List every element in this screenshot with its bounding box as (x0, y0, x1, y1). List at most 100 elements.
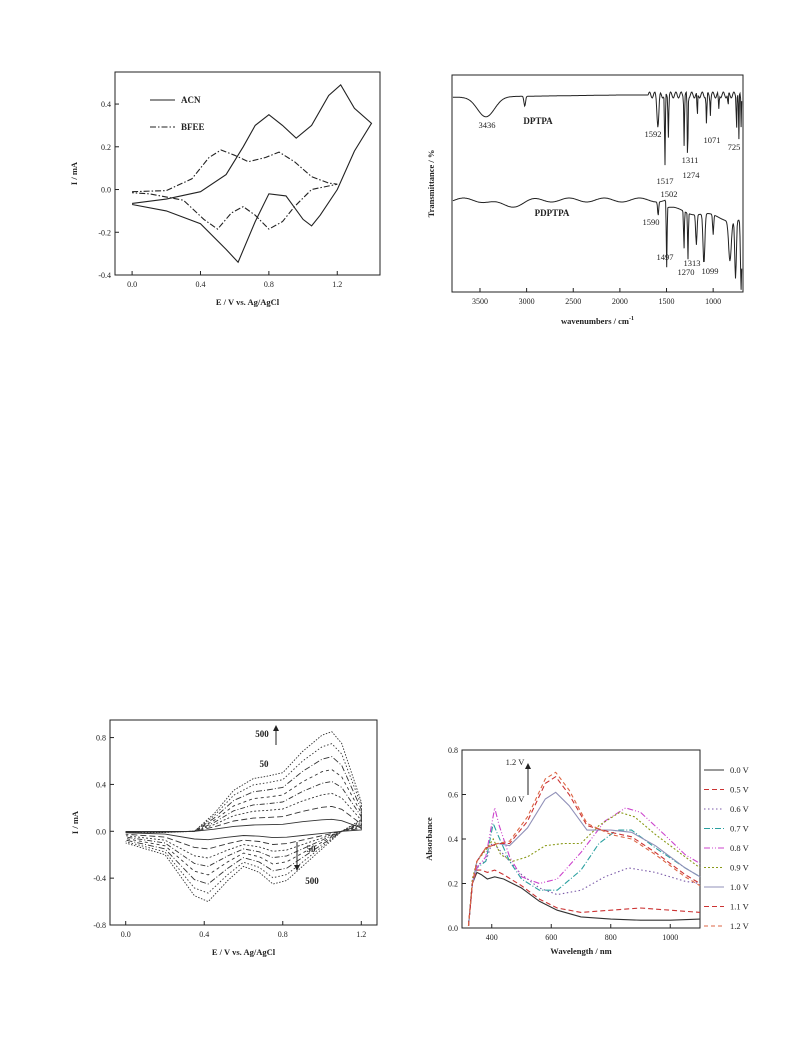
chart3-y-axis-label: I / mA (70, 810, 80, 834)
chart3-frame (109, 719, 378, 926)
chart4-x-tick-label: 1000 (662, 933, 678, 942)
chart1-series-bfee-line (132, 149, 338, 230)
chart3-y-tick-label: -0.8 (93, 921, 106, 930)
chart2-series-dptpa-line (452, 90, 743, 166)
chart4-series-line (467, 871, 701, 926)
chart2-series-pdptpa-line (452, 197, 743, 290)
chart4-legend-label: 0.0 V (730, 765, 750, 775)
chart1-y-tick-label: 0.2 (101, 143, 111, 152)
chart3-scan-curve (125, 731, 362, 903)
chart2-series-label-pdptpa: PDPTPA (535, 208, 570, 218)
chart2-x-tick-label: 2000 (612, 297, 628, 306)
chart3-scan-curve (125, 743, 362, 894)
chart3-scan-curve (125, 769, 362, 876)
chart4-legend-label: 0.6 V (730, 804, 750, 814)
chart2-peak-label-dptpa: 725 (728, 142, 741, 152)
chart4-legend-label: 1.0 V (730, 882, 750, 892)
chart4-x-tick-label: 600 (545, 933, 557, 942)
chart4-x-tick-label: 400 (486, 933, 498, 942)
chart4-series-line (467, 771, 701, 926)
chart4-y-tick-label: 0.2 (448, 880, 458, 889)
chart1-x-tick-label: 0.4 (195, 280, 205, 289)
chart3-scan-curve (125, 756, 362, 885)
chart4-series-line (467, 869, 701, 926)
chart2-x-tick-label: 1000 (705, 297, 721, 306)
chart4-x-axis-label: Wavelength / nm (550, 946, 611, 956)
chart2-peak-label-dptpa: 1311 (682, 155, 699, 165)
chart4-legend-label: 0.9 V (730, 863, 750, 873)
chart1-y-tick-label: -0.2 (98, 228, 111, 237)
chart4-annotation-bottom: 0.0 V (506, 794, 526, 804)
chart1-y-tick-label: -0.4 (98, 271, 111, 280)
chart2-y-axis-label: Transmittance / % (426, 150, 436, 218)
chart2-peak-label-dptpa: 3436 (479, 120, 496, 130)
chart3-y-tick-label: -0.4 (93, 874, 106, 883)
chart3-y-tick-label: 0.0 (96, 827, 106, 836)
chart1-x-axis-label: E / V vs. Ag/AgCl (216, 297, 280, 307)
chart2-frame (451, 74, 744, 293)
chart3-x-axis-label: E / V vs. Ag/AgCl (212, 947, 276, 957)
chart3-y-tick-label: 0.8 (96, 734, 106, 743)
chart4-legend-label: 0.5 V (730, 785, 750, 795)
chart4-annotation-top: 1.2 V (506, 757, 526, 767)
chart2-peak-label-pdptpa: 1313 (684, 258, 701, 268)
chart1-legend-label: BFEE (181, 122, 205, 132)
chart3-scan-curve (125, 805, 362, 850)
chart3-annotation-top-min: 50 (260, 759, 270, 769)
chart1-legend-label: ACN (181, 95, 201, 105)
chart2-x-tick-label: 1500 (659, 297, 675, 306)
chart3-x-tick-label: 0.8 (278, 930, 288, 939)
chart4-series-line (467, 842, 701, 926)
chart4-y-axis-label: Absorbance (424, 817, 434, 861)
chart2-x-tick-label: 3000 (519, 297, 535, 306)
chart2-x-axis-label-text: wavenumbers / cm (561, 316, 629, 326)
chart4-series-line (467, 775, 701, 926)
chart4-legend-label: 1.1 V (730, 902, 750, 912)
chart3-x-tick-label: 1.2 (356, 930, 366, 939)
chart3-annotation-top-max: 500 (255, 729, 269, 739)
arrow-down-icon (294, 865, 300, 871)
chart3-x-tick-label: 0.4 (199, 930, 209, 939)
chart2-peak-label-dptpa: 1071 (704, 135, 721, 145)
chart1-x-tick-label: 0.0 (127, 280, 137, 289)
chart2-peak-label-pdptpa: 1590 (643, 217, 660, 227)
chart2-peak-label-dptpa: 1517 (657, 176, 674, 186)
chart4-legend-label: 0.7 V (730, 824, 750, 834)
arrow-up-icon (273, 725, 279, 731)
chart1-series-acn-line (131, 83, 373, 264)
chart4-y-tick-label: 0.8 (448, 746, 458, 755)
chart1-y-tick-label: 0.0 (101, 186, 111, 195)
chart4-series-line (467, 821, 701, 926)
chart4-y-tick-label: 0.0 (448, 924, 458, 933)
chart1-y-tick-label: 0.4 (101, 100, 111, 109)
chart4-y-tick-label: 0.6 (448, 791, 458, 800)
chart3-x-tick-label: 0.0 (121, 930, 131, 939)
chart1-x-tick-label: 1.2 (332, 280, 342, 289)
chart3-annotation-bottom-min: 50 (307, 844, 317, 854)
chart2-x-tick-label: 2500 (565, 297, 581, 306)
chart3-y-tick-label: 0.4 (96, 780, 106, 789)
chart2-series-label-dptpa: DPTPA (523, 116, 553, 126)
chart4-series-line (467, 791, 701, 926)
chart2-peak-label-dptpa: 1592 (645, 129, 662, 139)
chart2-peak-label-pdptpa: 1497 (657, 252, 674, 262)
chart2-peak-label-pdptpa: 1502 (661, 189, 678, 199)
chart3-annotation-bottom-max: 500 (305, 876, 319, 886)
chart4-x-tick-label: 800 (605, 933, 617, 942)
chart1-y-axis-label: I / mA (69, 161, 79, 185)
chart2-peak-label-pdptpa: 1099 (702, 266, 719, 276)
chart1-x-tick-label: 0.8 (264, 280, 274, 289)
chart4-y-tick-label: 0.4 (448, 835, 458, 844)
chart4-legend-label: 1.2 V (730, 921, 750, 931)
chart2-x-axis-label-sup: -1 (629, 316, 634, 322)
chart4-series-line (467, 811, 701, 926)
arrow-up-icon (525, 763, 531, 769)
chart4-legend-label: 0.8 V (730, 843, 750, 853)
chart2-x-axis-label: wavenumbers / cm-1 (561, 316, 634, 326)
chart4-frame (461, 749, 701, 929)
chart2-peak-label-pdptpa: 1270 (678, 267, 695, 277)
chart2-x-tick-label: 3500 (472, 297, 488, 306)
chart1-frame (114, 71, 381, 276)
chart2-peak-label-dptpa: 1274 (683, 170, 701, 180)
